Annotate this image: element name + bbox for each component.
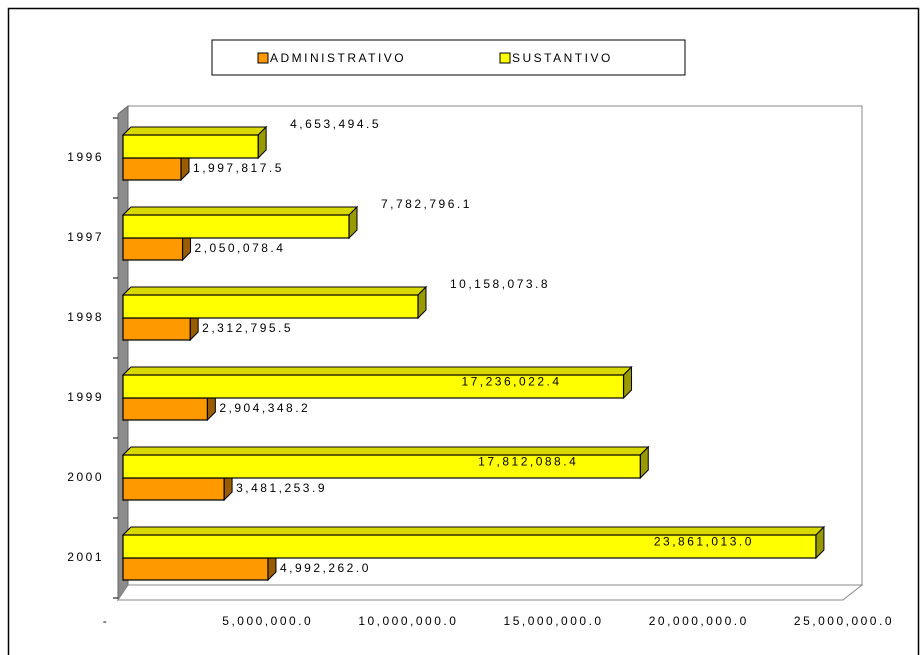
bar-front bbox=[122, 477, 225, 501]
y-tick-label: 1998 bbox=[67, 310, 104, 324]
bar bbox=[121, 365, 633, 400]
legend-swatch bbox=[257, 52, 269, 64]
x-tick-label: 15,000,000.0 bbox=[504, 614, 604, 628]
floor bbox=[117, 584, 864, 601]
bar-front bbox=[122, 237, 184, 261]
bar-front bbox=[122, 397, 208, 421]
x-tick-label: 10,000,000.0 bbox=[358, 614, 458, 628]
bar-front bbox=[122, 157, 182, 181]
y-tick-label: 2000 bbox=[67, 470, 104, 484]
bar-top bbox=[121, 286, 428, 296]
bar bbox=[121, 205, 359, 240]
value-label: 1,997,817.5 bbox=[193, 161, 284, 175]
bar-front bbox=[122, 317, 191, 341]
value-label: 2,050,078.4 bbox=[195, 241, 286, 255]
y-tick-label: 1997 bbox=[67, 230, 104, 244]
y-tick-label: 1996 bbox=[67, 150, 104, 164]
value-label: 17,812,088.4 bbox=[478, 455, 578, 469]
value-label: 10,158,073.8 bbox=[450, 277, 550, 291]
bar-front bbox=[122, 374, 625, 399]
legend bbox=[211, 39, 686, 76]
value-label: 4,992,262.0 bbox=[280, 561, 371, 575]
value-label: 23,861,013.0 bbox=[654, 535, 754, 549]
bar-front bbox=[122, 454, 641, 479]
back-wall bbox=[127, 105, 863, 586]
legend-label: SUSTANTIVO bbox=[512, 51, 613, 65]
value-label: 7,782,796.1 bbox=[381, 197, 472, 211]
bar bbox=[121, 525, 826, 560]
legend-swatch bbox=[499, 52, 511, 64]
bar-front bbox=[122, 534, 817, 559]
bar-top bbox=[121, 206, 359, 216]
value-label: 3,481,253.9 bbox=[236, 481, 327, 495]
x-tick-label: 20,000,000.0 bbox=[649, 614, 749, 628]
bar-top bbox=[121, 126, 268, 136]
y-tick-label: 1999 bbox=[67, 390, 104, 404]
bar-front bbox=[122, 134, 259, 159]
bar-front bbox=[122, 214, 350, 239]
bar bbox=[121, 285, 428, 320]
legend-label: ADMINISTRATIVO bbox=[270, 51, 406, 65]
bar bbox=[121, 125, 268, 160]
y-tick-label: 2001 bbox=[67, 550, 104, 564]
value-label: 2,904,348.2 bbox=[219, 401, 310, 415]
bar bbox=[121, 445, 650, 480]
value-label: 2,312,795.5 bbox=[202, 321, 293, 335]
x-tick-label: 25,000,000.0 bbox=[794, 614, 894, 628]
x-tick-label: 5,000,000.0 bbox=[222, 614, 313, 628]
bar-front bbox=[122, 557, 269, 581]
value-label: 17,236,022.4 bbox=[461, 375, 561, 389]
value-label: 4,653,494.5 bbox=[290, 117, 381, 131]
x-tick-label: - bbox=[103, 614, 110, 628]
bar-front bbox=[122, 294, 419, 319]
